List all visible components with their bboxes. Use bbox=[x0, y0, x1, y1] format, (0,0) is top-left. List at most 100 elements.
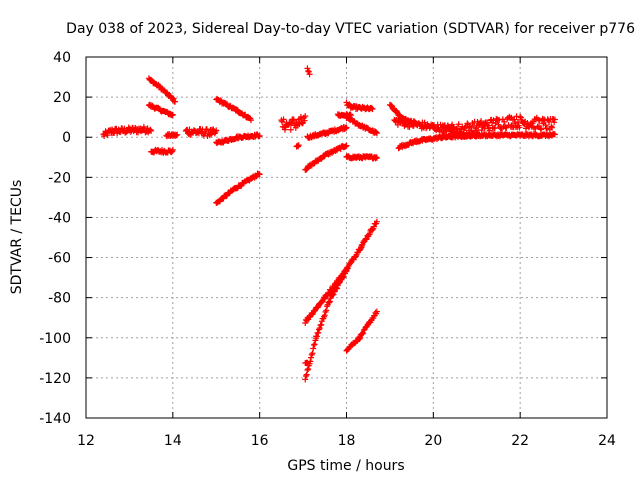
data-point bbox=[339, 274, 346, 281]
data-point bbox=[359, 330, 366, 337]
series-s1 bbox=[100, 123, 155, 140]
x-tick-label: 12 bbox=[77, 433, 95, 449]
y-axis-ticks: 40 20 0 -20 -40 -60 -80 -100 -120 -140 bbox=[39, 50, 607, 427]
series-s22 bbox=[343, 308, 380, 354]
data-point bbox=[444, 122, 451, 129]
data-point bbox=[315, 329, 322, 336]
data-point bbox=[486, 122, 493, 129]
data-point bbox=[483, 119, 490, 126]
data-point bbox=[311, 341, 318, 348]
series-s5 bbox=[163, 131, 181, 140]
data-point bbox=[174, 131, 181, 138]
data-point bbox=[316, 326, 323, 333]
data-point bbox=[454, 125, 461, 132]
data-point bbox=[373, 130, 380, 137]
data-point bbox=[295, 143, 302, 150]
data-point bbox=[373, 154, 380, 161]
y-tick-label: 0 bbox=[62, 130, 71, 146]
y-tick-label: -140 bbox=[39, 411, 71, 427]
data-point bbox=[342, 267, 349, 274]
y-tick-label: -100 bbox=[39, 331, 71, 347]
data-point bbox=[496, 116, 503, 123]
data-point bbox=[448, 128, 455, 135]
data-point bbox=[318, 321, 325, 328]
data-point bbox=[369, 226, 376, 233]
series-s8 bbox=[213, 170, 263, 206]
data-point bbox=[140, 123, 147, 130]
data-point bbox=[172, 98, 179, 105]
data-point bbox=[330, 291, 337, 298]
y-tick-label: -40 bbox=[48, 210, 71, 226]
data-point bbox=[310, 341, 317, 348]
data-point bbox=[305, 68, 312, 75]
data-point bbox=[302, 113, 309, 120]
data-point bbox=[551, 131, 558, 138]
x-axis-label: GPS time / hours bbox=[287, 458, 404, 474]
series-s11 bbox=[293, 142, 302, 150]
data-point bbox=[308, 351, 315, 358]
data-point bbox=[127, 128, 134, 135]
data-point bbox=[316, 325, 323, 332]
x-tick-label: 22 bbox=[511, 433, 529, 449]
series-s20 bbox=[302, 266, 350, 383]
data-point bbox=[538, 126, 545, 133]
data-point bbox=[281, 126, 288, 133]
data-point bbox=[256, 132, 263, 139]
data-point bbox=[336, 279, 343, 286]
data-point bbox=[440, 128, 447, 135]
data-point bbox=[334, 285, 341, 292]
x-tick-label: 24 bbox=[598, 433, 616, 449]
data-point bbox=[256, 171, 263, 178]
data-point bbox=[213, 127, 220, 134]
chart-title: Day 038 of 2023, Sidereal Day-to-day VTE… bbox=[66, 21, 635, 37]
data-point bbox=[321, 312, 328, 319]
series-s12 bbox=[304, 65, 313, 78]
data-point bbox=[280, 116, 287, 123]
data-point bbox=[551, 119, 558, 126]
data-point bbox=[449, 124, 456, 131]
series-s2 bbox=[145, 75, 179, 105]
data-point bbox=[516, 124, 523, 131]
data-point bbox=[549, 124, 556, 131]
data-point bbox=[306, 71, 313, 78]
y-axis-label: SDTVAR / TECUs bbox=[9, 180, 25, 295]
x-tick-label: 16 bbox=[251, 433, 269, 449]
data-point bbox=[323, 307, 330, 314]
data-point bbox=[542, 122, 549, 129]
series-s10 bbox=[278, 113, 309, 133]
data-point bbox=[326, 298, 333, 305]
data-point bbox=[464, 120, 471, 127]
data-point bbox=[517, 113, 524, 120]
data-point bbox=[297, 113, 304, 120]
data-point bbox=[537, 125, 544, 132]
data-point bbox=[169, 111, 176, 118]
data-point bbox=[407, 117, 414, 124]
data-point bbox=[104, 132, 111, 139]
data-point bbox=[287, 126, 294, 133]
data-point bbox=[147, 126, 154, 133]
data-point bbox=[313, 333, 320, 340]
data-point bbox=[491, 124, 498, 131]
data-point bbox=[446, 133, 453, 140]
data-point bbox=[373, 154, 380, 161]
data-point bbox=[512, 120, 519, 127]
x-tick-label: 14 bbox=[164, 433, 182, 449]
data-point bbox=[455, 121, 462, 128]
data-points bbox=[100, 65, 558, 383]
data-point bbox=[309, 350, 316, 357]
data-point bbox=[290, 116, 297, 123]
y-tick-label: -20 bbox=[48, 170, 71, 186]
data-point bbox=[305, 365, 312, 372]
data-point bbox=[237, 183, 244, 190]
x-tick-label: 18 bbox=[338, 433, 356, 449]
data-point bbox=[501, 118, 508, 125]
y-tick-label: -60 bbox=[48, 251, 71, 267]
series-s3 bbox=[145, 101, 176, 119]
data-point bbox=[308, 354, 315, 361]
series-s4 bbox=[148, 146, 176, 156]
series-s19 bbox=[302, 218, 380, 326]
data-point bbox=[373, 308, 380, 315]
x-axis-ticks: 12 14 16 18 20 22 24 bbox=[77, 57, 616, 449]
data-point bbox=[343, 266, 350, 273]
